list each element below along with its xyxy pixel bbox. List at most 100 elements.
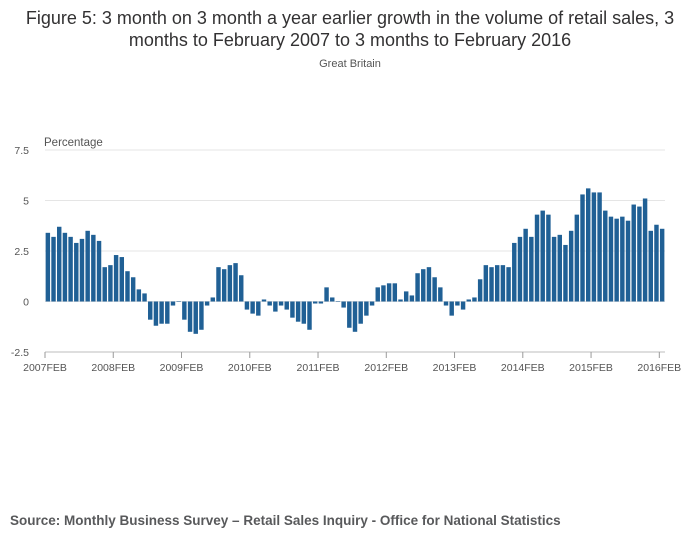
bar xyxy=(392,283,398,302)
bar xyxy=(659,228,665,302)
bar xyxy=(113,255,119,302)
bar xyxy=(74,242,79,302)
bar xyxy=(466,299,471,302)
bar xyxy=(381,285,386,302)
bar xyxy=(375,287,380,302)
bar xyxy=(369,301,375,306)
bar xyxy=(608,216,614,302)
bar xyxy=(460,301,466,310)
bar xyxy=(91,234,96,302)
bar xyxy=(239,275,244,302)
x-tick-label: 2009FEB xyxy=(160,362,204,374)
bar xyxy=(301,301,307,324)
bar xyxy=(426,267,432,302)
bar xyxy=(358,301,363,324)
bar xyxy=(176,301,181,302)
bar xyxy=(352,301,358,332)
bar xyxy=(62,232,68,302)
bar xyxy=(341,301,346,308)
bar xyxy=(119,257,125,302)
bar xyxy=(142,293,147,302)
bar xyxy=(591,192,597,302)
bar xyxy=(398,299,403,302)
bar xyxy=(227,265,233,302)
x-tick-label: 2013FEB xyxy=(433,362,477,374)
x-tick-label: 2008FEB xyxy=(91,362,135,374)
bar xyxy=(642,198,648,302)
bar xyxy=(347,301,352,328)
bar xyxy=(517,236,523,302)
y-tick-label: 7.5 xyxy=(14,145,29,157)
bar xyxy=(654,224,659,302)
bar xyxy=(45,232,51,302)
bar xyxy=(438,287,443,302)
bar xyxy=(148,301,153,320)
bar xyxy=(68,236,73,302)
bar xyxy=(102,267,107,302)
bar xyxy=(57,226,62,302)
bar xyxy=(540,210,545,302)
bar xyxy=(489,267,494,302)
y-tick-label: 0 xyxy=(23,297,29,309)
bar xyxy=(648,230,653,302)
bar xyxy=(312,301,318,304)
bar xyxy=(523,228,528,302)
bar xyxy=(204,301,210,306)
bar xyxy=(199,301,204,330)
bar xyxy=(233,263,238,302)
bar xyxy=(136,289,142,302)
bar xyxy=(318,301,324,304)
bar xyxy=(324,287,329,302)
x-tick-label: 2014FEB xyxy=(501,362,545,374)
x-tick-label: 2015FEB xyxy=(569,362,613,374)
bar xyxy=(483,265,489,302)
bar xyxy=(256,301,261,316)
bar xyxy=(557,234,562,302)
bar xyxy=(216,267,221,302)
bar xyxy=(551,236,557,302)
bar xyxy=(364,301,369,316)
bar xyxy=(512,242,517,302)
bar xyxy=(182,301,187,320)
bars xyxy=(45,188,665,334)
bar xyxy=(125,271,130,302)
bar xyxy=(529,236,534,302)
bar xyxy=(477,279,483,302)
chart-title: Figure 5: 3 month on 3 month a year earl… xyxy=(25,8,675,50)
bar xyxy=(96,240,102,302)
bar xyxy=(261,299,267,302)
chart-subtitle: Great Britain xyxy=(319,58,381,70)
bar xyxy=(472,297,477,302)
bar xyxy=(330,297,335,302)
bar xyxy=(449,301,454,316)
x-tick-label: 2007FEB xyxy=(23,362,67,374)
x-tick-label: 2012FEB xyxy=(364,362,408,374)
x-tick-label: 2010FEB xyxy=(228,362,272,374)
bar xyxy=(409,295,415,302)
source-note: Source: Monthly Business Survey – Retail… xyxy=(10,513,561,528)
bar xyxy=(386,283,392,302)
bar xyxy=(620,216,625,302)
bar xyxy=(295,301,301,322)
x-tick-label: 2011FEB xyxy=(297,362,340,374)
bar xyxy=(597,192,602,302)
bar xyxy=(603,210,608,302)
bar xyxy=(421,269,426,302)
bar xyxy=(284,301,289,310)
bar xyxy=(79,238,85,302)
bar xyxy=(494,265,500,302)
bar xyxy=(159,301,164,324)
bar xyxy=(278,301,284,306)
bar xyxy=(250,301,255,314)
bar xyxy=(585,188,591,302)
bar xyxy=(85,230,90,302)
bar xyxy=(546,214,551,302)
bar xyxy=(415,273,420,302)
bar xyxy=(153,301,159,326)
bar xyxy=(130,277,136,302)
bar xyxy=(187,301,193,332)
bar xyxy=(244,301,250,310)
bar xyxy=(165,301,170,324)
bar xyxy=(403,291,409,302)
